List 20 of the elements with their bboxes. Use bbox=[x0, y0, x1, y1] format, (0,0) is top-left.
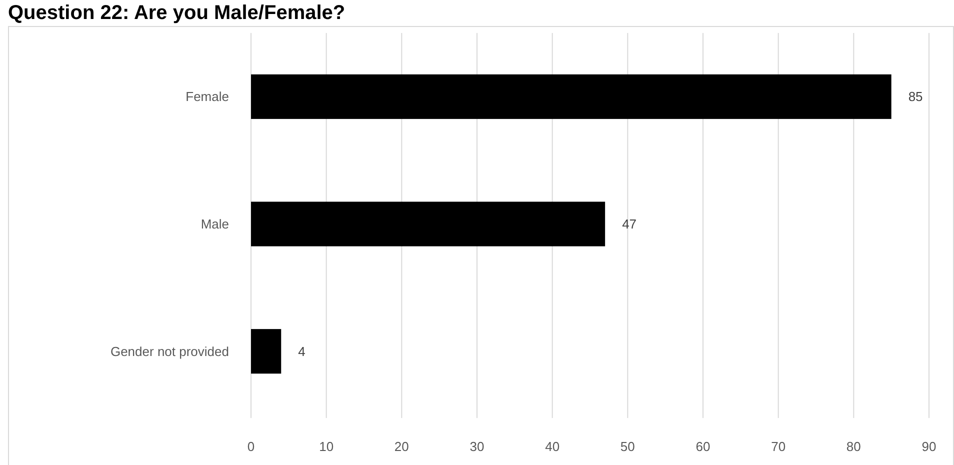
x-tick-label: 20 bbox=[394, 439, 409, 454]
x-tick-label: 40 bbox=[545, 439, 560, 454]
bar bbox=[251, 74, 892, 119]
data-label: 47 bbox=[622, 216, 637, 232]
bar bbox=[251, 202, 606, 246]
y-tick-label: Female bbox=[186, 89, 229, 104]
x-tick-label: 0 bbox=[247, 439, 255, 454]
x-tick-label: 60 bbox=[696, 439, 710, 454]
data-label: 85 bbox=[908, 89, 923, 104]
y-tick-label: Male bbox=[200, 216, 229, 232]
x-tick-label: 50 bbox=[620, 439, 635, 454]
x-tick-label: 70 bbox=[771, 439, 786, 454]
x-tick-label: 90 bbox=[922, 439, 936, 454]
y-tick-label: Gender not provided bbox=[110, 344, 229, 359]
x-tick-label: 10 bbox=[319, 439, 334, 454]
chart-title: Question 22: Are you Male/Female? bbox=[8, 2, 346, 24]
x-tick-label: 30 bbox=[470, 439, 484, 454]
x-tick-label: 80 bbox=[846, 439, 861, 454]
data-label: 4 bbox=[298, 344, 306, 359]
bar bbox=[251, 329, 282, 374]
